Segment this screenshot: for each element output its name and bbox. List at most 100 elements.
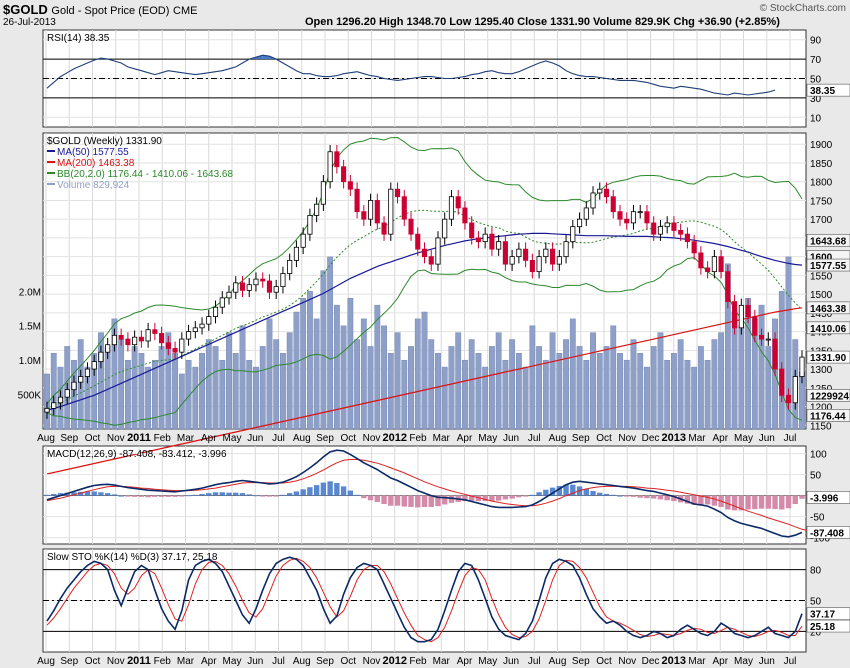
macd-histogram-bar [509,495,515,499]
volume-tick-label: 1.5M [19,322,41,333]
macd-histogram-bar [610,494,616,496]
macd-histogram-bar [233,492,239,496]
volume-bar [145,366,152,430]
macd-histogram-bar [246,494,252,496]
bottom-x-tick-label: Aug [293,656,311,667]
legend-entry: MA(200) 1463.38 [57,158,135,169]
volume-bar [509,339,516,430]
volume-bar [738,325,745,430]
macd-histogram-bar [691,495,697,505]
candle-body [684,233,690,243]
volume-bar [644,366,650,430]
price-x-tick-label: Nov [107,433,125,444]
candle-body [347,181,353,190]
candle-body [152,329,158,334]
macd-histogram-bar [408,495,414,507]
volume-bar [327,256,334,430]
macd-histogram-current-tag-box [806,491,850,504]
macd-histogram-bar [731,495,738,511]
legend-entry: BB(20,2.0) 1176.44 - 1410.06 - 1643.68 [57,169,233,180]
candle-body [307,215,313,235]
symbol-header: $GOLD Gold - Spot Price (EOD) CME [3,2,197,17]
candle-body [118,334,124,340]
candle-body [44,407,50,413]
macd-histogram-bar [785,495,792,509]
rsi-line [46,54,776,96]
bottom-x-tick-label: Apr [712,656,728,667]
macd-histogram-bar [489,495,495,502]
rsi-tick-label: 50 [810,75,822,86]
candle-body [165,342,171,349]
price-tick-label: 1800 [810,178,833,189]
macd-histogram-bar [273,495,279,497]
volume-bar [300,298,307,430]
volume-bar [657,332,664,430]
price-x-tick-label: Oct [85,433,101,444]
macd-histogram-bar [462,495,468,502]
volume-bar [394,332,401,430]
volume-bar [441,366,448,430]
candle-body [374,200,380,224]
candle-body [496,241,502,250]
volume-bar [684,359,691,430]
candle-body [368,200,374,220]
volume-bar [590,332,596,430]
volume-bar [549,332,556,430]
price-x-tick-label: Sep [316,433,334,444]
macd-histogram-bar [590,491,596,496]
candle-body [657,226,663,235]
macd-histogram-bar [327,481,333,496]
macd-tick-label: -100 [810,534,830,545]
macd-histogram-bar [516,495,522,498]
candle-body [671,222,677,231]
macd-histogram-bar [84,491,91,496]
macd-histogram-bar [185,495,192,497]
price-label-tag-label: 1410.06 [810,324,847,335]
bottom-x-tick-label: Aug [37,656,55,667]
candle-body [401,196,407,220]
bottom-x-tick-label: Jul [272,656,285,667]
bottom-x-tick-label: Sep [316,656,334,667]
macd-current-tag-label: -87.408 [810,528,844,539]
macd-histogram-bar [226,492,232,496]
macd-histogram-bar [361,495,367,499]
volume-bar [630,339,637,430]
price-x-tick-label: May [734,433,753,444]
volume-bar [50,353,57,430]
volume-bar [232,353,239,430]
volume-bar [529,325,536,430]
volume-bar [151,359,158,430]
macd-histogram-bar [698,495,704,505]
macd-histogram-bar [280,494,286,496]
volume-bar [563,339,569,430]
candle-body [570,226,576,243]
macd-histogram-bar [118,495,124,497]
candle-body [637,211,643,214]
candle-body [78,376,84,383]
volume-bar [697,346,704,430]
bb-upper [46,136,803,405]
macd-histogram-bar [165,495,172,497]
volume-bar [610,325,617,430]
candle-body [651,222,657,235]
candle-body [415,233,421,250]
price-title: $GOLD (Weekly) 1331.90 [47,136,162,147]
price-x-tick-label: Jun [503,433,519,444]
macd-histogram-bar [253,495,259,497]
price-x-tick-label: Aug [293,433,311,444]
macd-histogram-bar [381,495,387,505]
price-x-tick-label: Dec [642,433,660,444]
price-x-tick-label: Sep [60,433,78,444]
rsi-tick-label: 10 [810,113,822,124]
candle-body [199,323,205,329]
bb-lower [46,257,803,426]
sto-d-line [46,557,803,643]
volume-bar [522,366,529,430]
macd-signal-line [46,459,809,532]
price-tick-label: 1500 [810,290,833,301]
candle-body [408,218,414,235]
volume-bar [185,359,192,430]
price-x-tick-label: Mar [433,433,451,444]
volume-bar [569,318,576,430]
candle-body [334,151,340,168]
